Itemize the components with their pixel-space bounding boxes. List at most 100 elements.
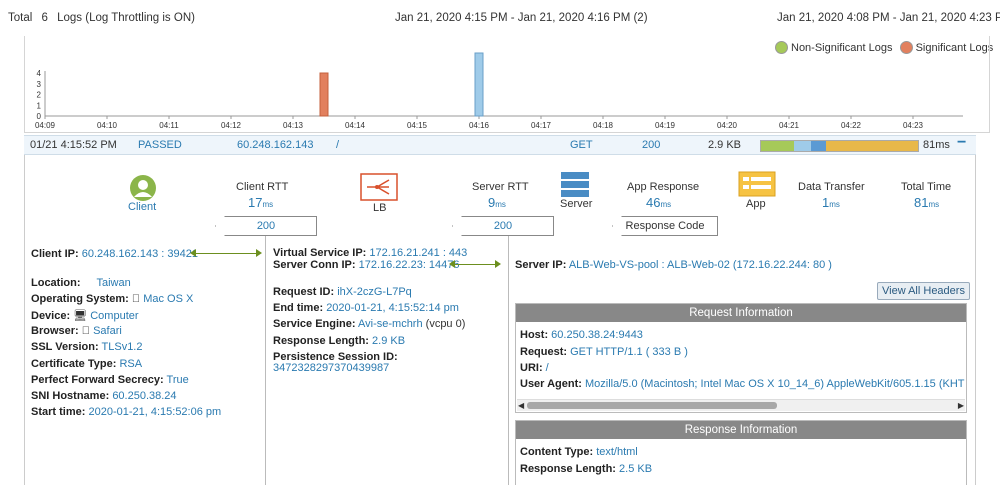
timing-segment-transfer <box>826 141 918 151</box>
scroll-right-icon[interactable]: ▶ <box>957 401 964 410</box>
divider-right <box>508 236 509 485</box>
response-length-row: Response Length: 2.9 KB <box>273 335 406 347</box>
timing-segment-client <box>761 141 794 151</box>
divider-left <box>265 236 266 485</box>
significant-dot-icon <box>899 41 913 54</box>
client-label: Client <box>128 201 157 213</box>
persistence-value: 3472328297370439987 <box>273 362 390 374</box>
os-row: Operating System:  Mac OS X <box>31 293 193 305</box>
client-rtt-label: Client RTT <box>236 181 289 193</box>
browser-row: Browser:  Safari <box>31 325 122 337</box>
request-info-panel: Request Information <box>515 303 967 413</box>
cert-row: Certificate Type: RSA <box>31 358 143 370</box>
log-response-code[interactable]: 200 <box>642 139 661 151</box>
client-icon <box>129 174 157 205</box>
x-tick-label: 04:23 <box>903 121 924 130</box>
log-total-time: 81ms <box>923 139 950 151</box>
server-rtt-value: 9ms <box>488 195 506 210</box>
log-method[interactable]: GET <box>570 139 593 151</box>
legend-non-significant[interactable]: Non-Significant Logs <box>791 42 893 54</box>
log-status: PASSED <box>138 139 182 151</box>
scroll-left-icon[interactable]: ◀ <box>518 401 525 410</box>
client-response-code-tag: 200 <box>215 216 317 236</box>
timing-segment-app <box>811 141 826 151</box>
client-arrow <box>192 253 258 254</box>
x-tick-label: 04:14 <box>345 121 366 130</box>
log-detail-panel <box>24 155 976 485</box>
x-tick-label: 04:22 <box>841 121 862 130</box>
histogram-bar[interactable] <box>319 72 329 117</box>
service-engine-link[interactable]: Avi-se-mchrh <box>358 318 423 330</box>
client-ip-row: Client IP: 60.248.162.143 : 39421 <box>31 248 198 260</box>
log-histogram-panel <box>24 36 990 133</box>
x-tick-label: 04:16 <box>469 121 490 130</box>
legend-significant[interactable]: Significant Logs <box>915 42 994 54</box>
histogram-bar[interactable] <box>474 52 484 117</box>
response-code-legend: Response Code <box>612 216 718 236</box>
total-label: Total <box>8 12 33 24</box>
y-tick-label: 2 <box>37 91 42 100</box>
response-length-info-row: Response Length: 2.5 KB <box>520 463 653 475</box>
vs-ip-row: Virtual Service IP: 172.16.21.241 : 443 <box>273 247 468 259</box>
response-info-title: Response Information <box>516 421 966 439</box>
data-transfer-label: Data Transfer <box>798 181 865 193</box>
log-size: 2.9 KB <box>708 139 742 151</box>
request-row: Request: GET HTTP/1.1 ( 333 B ) <box>520 346 688 358</box>
arrow-left-icon <box>449 260 455 268</box>
client-ip-value[interactable]: 60.248.162.143 : 39421 <box>81 248 198 260</box>
response-info-panel: Response Information <box>515 420 967 485</box>
non-significant-dot-icon <box>775 41 788 54</box>
ssl-row: SSL Version: TLSv1.2 <box>31 341 143 353</box>
apple-icon:  <box>132 293 140 305</box>
total-time-label: Total Time <box>901 181 952 193</box>
log-uri[interactable]: / <box>336 139 340 151</box>
server-label: Server <box>560 198 593 210</box>
app-label: App <box>746 198 766 210</box>
persistence-label: Persistence Session ID: <box>273 351 398 363</box>
end-time-row: End time: 2020-01-21, 4:15:52:14 pm <box>273 302 459 314</box>
x-tick-label: 04:21 <box>779 121 800 130</box>
overall-time-range[interactable]: Jan 21, 2020 4:08 PM - Jan 21, 2020 4:23… <box>777 12 1000 24</box>
lb-label: LB <box>373 202 387 214</box>
x-tick-label: 04:17 <box>531 121 552 130</box>
start-time-row: Start time: 2020-01-21, 4:15:52:06 pm <box>31 406 222 418</box>
device-row: Device: 🖥 Computer <box>31 310 139 322</box>
safari-icon:  <box>82 325 90 337</box>
server-ip-value[interactable]: ALB-Web-VS-pool : ALB-Web-02 (172.16.22.… <box>568 259 832 271</box>
logs-label: Logs (Log Throttling is ON) <box>57 12 195 24</box>
x-tick-label: 04:19 <box>655 121 676 130</box>
x-tick-label: 04:15 <box>407 121 428 130</box>
load-balancer-icon <box>360 173 398 204</box>
log-row[interactable] <box>24 135 976 155</box>
selected-time-range: Jan 21, 2020 4:15 PM - Jan 21, 2020 4:16… <box>395 12 648 24</box>
x-tick-label: 04:10 <box>97 121 118 130</box>
arrow-right-icon <box>256 249 262 257</box>
horizontal-scrollbar[interactable]: ◀ ▶ <box>517 399 965 411</box>
x-tick-label: 04:11 <box>159 121 179 130</box>
y-tick-label: 1 <box>37 101 42 110</box>
x-tick-label: 04:12 <box>221 121 242 130</box>
location-row: Location: Taiwan <box>31 277 131 289</box>
app-response-label: App Response <box>627 181 700 193</box>
service-engine-row: Service Engine: Avi-se-mchrh (vcpu 0) <box>273 318 466 330</box>
scrollbar-thumb[interactable] <box>527 402 777 409</box>
arrow-right-icon <box>495 260 501 268</box>
server-ip-row: Server IP: ALB-Web-VS-pool : ALB-Web-02 … <box>515 259 832 271</box>
x-tick-label: 04:13 <box>283 121 304 130</box>
server-arrow <box>452 264 496 265</box>
server-icon <box>560 171 590 202</box>
server-rtt-label: Server RTT <box>472 181 529 193</box>
monitor-icon: 🖥 <box>73 310 88 322</box>
view-all-headers-button[interactable]: View All Headers <box>877 282 970 300</box>
x-tick-label: 04:18 <box>593 121 614 130</box>
total-count: 6 <box>41 12 48 24</box>
client-rtt-value: 17ms <box>248 195 274 210</box>
log-histogram-chart[interactable]: 0 12 3 4 04:09 04:10 04:11 04:12 04:13 04:14 04:15… <box>0 36 1000 134</box>
content-type-row: Content Type: text/html <box>520 446 638 458</box>
uri-row: URI: / <box>520 362 549 374</box>
collapse-button[interactable]: − <box>957 134 967 151</box>
timing-segment-server <box>794 141 811 151</box>
y-tick-label: 4 <box>37 69 42 78</box>
log-client-ip[interactable]: 60.248.162.143 <box>237 139 314 151</box>
x-tick-label: 04:09 <box>35 121 56 130</box>
